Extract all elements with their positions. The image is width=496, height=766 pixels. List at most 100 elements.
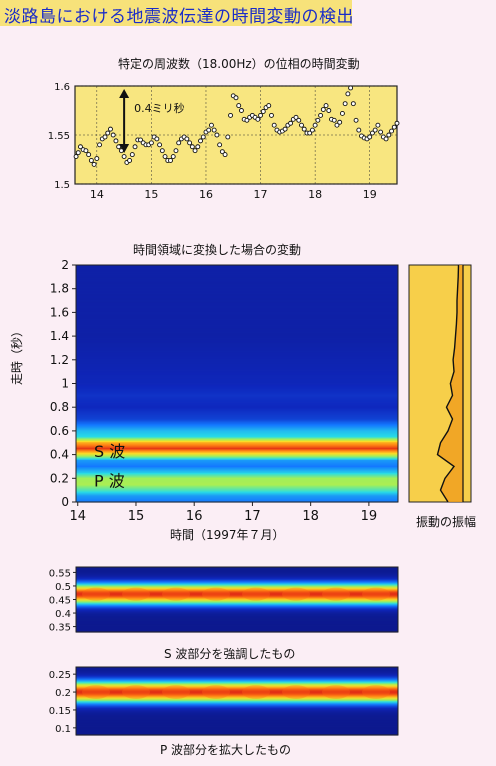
phase-data-point (334, 122, 340, 128)
phase-data-point (244, 117, 250, 123)
band-label: P 波 (94, 472, 125, 491)
heatmap-y-tick-label: 2 (61, 258, 69, 272)
heatmap-band (76, 273, 398, 276)
strip-band (76, 682, 398, 685)
heatmap-band (76, 300, 398, 303)
phase-data-point (301, 126, 307, 132)
strip-band (76, 695, 398, 698)
phase-data-point (159, 148, 165, 154)
strip-blob (322, 587, 350, 601)
strip-band (76, 628, 398, 631)
strip-frame (75, 666, 399, 736)
heatmap-band (76, 488, 398, 491)
strip-blob (282, 587, 310, 601)
phase-x-tick-label: 18 (308, 188, 322, 201)
strip-band (76, 668, 398, 670)
heatmap-band (76, 458, 398, 460)
heatmap-band (76, 496, 398, 498)
strip-band (76, 686, 398, 688)
phase-data-point (266, 103, 272, 109)
strip-band (76, 615, 398, 618)
phase-data-point (83, 148, 89, 154)
strip-band (76, 685, 398, 687)
strip-blob (362, 685, 390, 699)
phase-data-point (394, 120, 400, 126)
heatmap-band (76, 379, 398, 382)
heatmap-band (76, 383, 398, 386)
phase-data-point (75, 150, 81, 156)
heatmap-band (76, 299, 398, 302)
heatmap-band (76, 492, 398, 495)
heatmap-band (76, 414, 398, 417)
heatmap-band (76, 466, 398, 469)
heatmap-band (76, 453, 398, 456)
heatmap-band (76, 370, 398, 373)
heatmap-y-tick-label: 1 (61, 377, 69, 391)
heatmap-band (76, 434, 398, 437)
heatmap-band (76, 286, 398, 289)
heatmap-band (76, 293, 398, 296)
phase-data-point (102, 134, 108, 140)
strip-blob (82, 685, 110, 699)
traveltime-heatmap: 2 1.8 1.6 1.4 1.2 1 0.8 0.6 0.4 0.2 014 15 16 17 18 19 S… (50, 258, 399, 524)
phase-data-point (269, 112, 274, 118)
phase-x-tick-label: 17 (254, 188, 268, 201)
strip-band (76, 719, 398, 721)
heatmap-band (76, 270, 398, 273)
heatmap-band (76, 490, 398, 492)
phase-data-point (342, 101, 348, 107)
strip-band (76, 621, 398, 623)
phase-data-point (121, 154, 127, 160)
strip-band (76, 623, 398, 626)
annotation-label: 0.4ミリ秒 (134, 101, 185, 115)
heatmap-band (76, 396, 398, 399)
heatmap-band (76, 306, 398, 309)
heatmap-band (76, 327, 398, 330)
amplitude-title: 振動の振幅 (416, 515, 477, 529)
heatmap-band (76, 308, 398, 311)
phase-data-point (168, 158, 173, 163)
heatmap-band (76, 426, 398, 428)
phase-data-point (309, 127, 315, 133)
strip-band (76, 670, 398, 673)
phase-data-point (110, 132, 116, 138)
heatmap-band (76, 346, 398, 349)
strip-y-tick-label: 0.15 (49, 706, 71, 717)
strip-band (76, 701, 398, 703)
strip-band (76, 576, 398, 579)
heatmap-band (76, 352, 398, 355)
heatmap-band (76, 465, 398, 468)
strip-band (76, 669, 398, 671)
strip-band (76, 578, 398, 581)
phase-data-point (200, 134, 206, 140)
strip-band (76, 687, 398, 690)
heatmap-band (76, 430, 398, 433)
heatmap-band (76, 336, 398, 338)
heatmap-y-tick-label: 1.6 (50, 305, 69, 319)
heatmap-band (76, 392, 398, 395)
strip-band (76, 688, 398, 691)
heatmap-y-tick-label: 1.8 (50, 282, 69, 296)
heatmap-band (76, 421, 398, 424)
heatmap-band (76, 274, 398, 277)
heatmap-band (76, 328, 398, 331)
heatmap-band (76, 267, 398, 270)
strip-band (76, 697, 398, 700)
heatmap-band (76, 276, 398, 279)
heatmap-band (76, 462, 398, 465)
heatmap-band (76, 318, 398, 321)
phase-data-point (271, 122, 277, 128)
heatmap-band (76, 350, 398, 353)
phase-data-point (320, 107, 326, 112)
strip-band (76, 596, 398, 598)
strip-band (76, 671, 398, 674)
strip-blob (242, 587, 270, 601)
strip-band (76, 706, 398, 709)
phase-data-point (118, 148, 124, 154)
heatmap-band (76, 296, 398, 299)
heatmap-band (76, 340, 398, 343)
strip-band (76, 667, 398, 669)
heatmap-band (76, 404, 398, 407)
phase-data-point (350, 101, 356, 107)
heatmap-band (76, 475, 398, 478)
